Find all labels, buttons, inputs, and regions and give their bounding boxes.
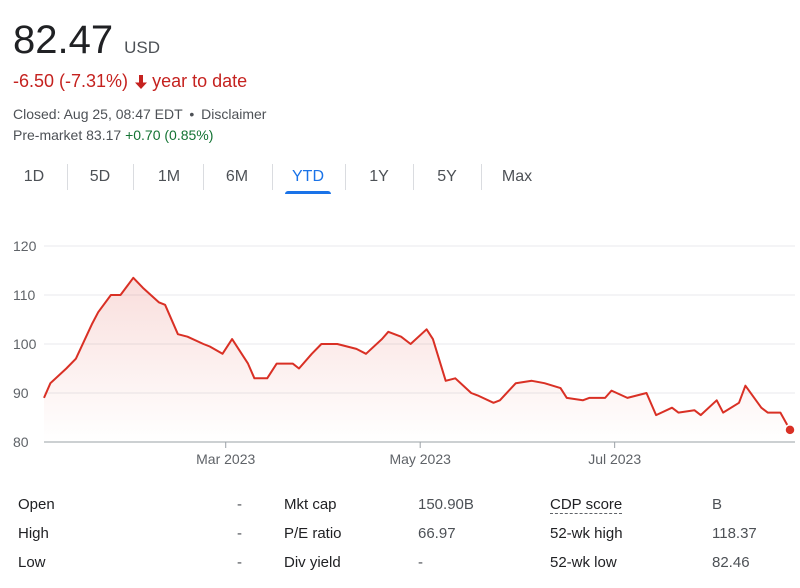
tab-5y[interactable]: 5Y [437, 168, 457, 185]
current-price: 82.47 [13, 18, 114, 62]
premarket-change: +0.70 (0.85%) [125, 127, 214, 143]
range-divider [345, 164, 346, 190]
stats-row-high: High - P/E ratio 66.97 52-wk high 118.37 [0, 525, 800, 553]
stat-value-low: - [237, 554, 242, 571]
closed-time: Closed: Aug 25, 08:47 EDT [13, 106, 183, 122]
price-chart[interactable]: 80 90 100 110 120 Mar 2023 May 2023 Jul 2023 [0, 226, 800, 476]
stat-value-cdp-score: B [712, 496, 723, 513]
arrow-down-icon [134, 74, 148, 90]
range-divider [413, 164, 414, 190]
y-tick-label: 90 [13, 385, 29, 401]
stats-row-low: Low - Div yield - 52-wk low 82.46 [0, 554, 800, 582]
range-divider [481, 164, 482, 190]
y-tick-label: 110 [13, 287, 36, 303]
tab-5d[interactable]: 5D [89, 168, 111, 185]
price-area-fill [44, 277, 790, 442]
premarket-price: 83.17 [86, 127, 122, 143]
stat-label-52wk-low: 52-wk low [550, 554, 617, 571]
stat-value-open: - [237, 496, 242, 513]
tab-6m[interactable]: 6M [225, 168, 249, 185]
stats-row-open: Open - Mkt cap 150.90B CDP score B [0, 496, 800, 524]
y-tick-label: 80 [13, 434, 29, 450]
currency-label: USD [124, 38, 161, 57]
stat-label-low: Low [18, 554, 46, 571]
range-divider [272, 164, 273, 190]
tab-1m[interactable]: 1M [157, 168, 181, 185]
stat-value-52wk-high: 118.37 [712, 525, 757, 542]
change-period: year to date [152, 71, 248, 91]
stat-value-pe-ratio: 66.97 [418, 525, 456, 542]
stat-label-cdp-score[interactable]: CDP score [550, 496, 623, 514]
tab-max[interactable]: Max [501, 168, 533, 185]
range-divider [67, 164, 68, 190]
stat-label-div-yield: Div yield [284, 554, 341, 571]
x-tick-label: Mar 2023 [196, 451, 255, 467]
x-tick-label: May 2023 [389, 451, 451, 467]
range-tabs: 1D 5D 1M 6M YTD 1Y 5Y Max [0, 160, 560, 196]
stat-value-52wk-low: 82.46 [712, 554, 750, 571]
stat-value-div-yield: - [418, 554, 423, 571]
premarket-label: Pre-market [13, 127, 83, 143]
stat-label-52wk-high: 52-wk high [550, 525, 623, 542]
range-divider [203, 164, 204, 190]
y-tick-label: 100 [13, 336, 37, 352]
price-header: 82.47 USD [13, 18, 160, 62]
disclaimer-link[interactable]: Disclaimer [201, 106, 267, 122]
price-line [43, 276, 791, 431]
last-price-dot [784, 424, 796, 436]
stat-label-pe-ratio: P/E ratio [284, 525, 342, 542]
market-status: Closed: Aug 25, 08:47 EDT • Disclaimer [13, 106, 266, 122]
tab-ytd[interactable]: YTD [285, 160, 331, 194]
premarket-info: Pre-market 83.17 +0.70 (0.85%) [13, 127, 213, 143]
change-value: -6.50 (-7.31%) [13, 71, 129, 91]
tab-1y[interactable]: 1Y [369, 168, 389, 185]
stat-label-open: Open [18, 496, 55, 513]
tab-1d[interactable]: 1D [23, 168, 45, 185]
separator-dot: • [189, 106, 195, 122]
range-divider [133, 164, 134, 190]
x-tick-label: Jul 2023 [588, 451, 641, 467]
stat-value-mkt-cap: 150.90B [418, 496, 474, 513]
stat-value-high: - [237, 525, 242, 542]
stat-label-high: High [18, 525, 49, 542]
price-change: -6.50 (-7.31%) year to date [13, 71, 247, 92]
y-tick-label: 120 [13, 238, 37, 254]
stat-label-mkt-cap: Mkt cap [284, 496, 337, 513]
